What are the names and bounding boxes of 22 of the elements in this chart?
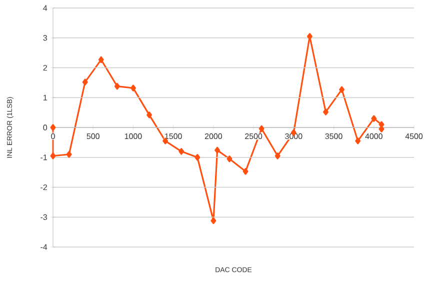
point [339,86,345,93]
point [258,125,264,132]
point [274,152,280,160]
point [323,108,328,116]
point [50,124,56,131]
point [50,152,56,160]
point [210,217,216,224]
point [98,56,104,64]
point [178,148,184,155]
point [242,168,248,175]
point [214,146,220,154]
point [194,154,200,161]
point [226,155,232,162]
point [66,150,72,158]
point [306,32,312,40]
point [82,78,88,86]
point [114,82,120,90]
point [146,112,152,118]
point [130,84,136,92]
point [355,138,361,144]
point [378,126,384,132]
point [371,115,377,122]
